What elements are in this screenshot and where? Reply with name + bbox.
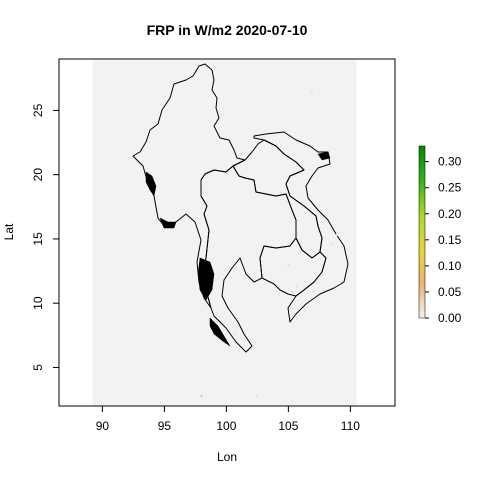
fire-point bbox=[312, 290, 315, 293]
fire-points bbox=[200, 91, 338, 397]
coastal-fills bbox=[145, 151, 331, 347]
colorbar: 0.00 0.05 0.10 0.15 0.20 0.25 0.30 bbox=[418, 145, 462, 325]
colorbar-tick-label: 0.15 bbox=[438, 233, 462, 247]
rakhine-coast-fill bbox=[145, 171, 157, 197]
y-tick-label: 10 bbox=[31, 296, 45, 310]
y-tick-label: 20 bbox=[31, 168, 45, 182]
x-axis-label: Lon bbox=[217, 450, 237, 464]
x-tick-label: 95 bbox=[158, 419, 172, 433]
tenasserim-islands-fill bbox=[209, 317, 231, 347]
fire-point bbox=[291, 290, 294, 293]
x-tick-label: 100 bbox=[216, 419, 236, 433]
colorbar-tick-label: 0.25 bbox=[438, 181, 462, 195]
y-tick-label: 5 bbox=[31, 364, 45, 371]
vietnam-north-coast-fill bbox=[317, 151, 331, 161]
colorbar-tick-label: 0.05 bbox=[438, 285, 462, 299]
colorbar-tick-label: 0.00 bbox=[438, 311, 462, 325]
colorbar-tick-label: 0.20 bbox=[438, 207, 462, 221]
chart-title: FRP in W/m2 2020-07-10 bbox=[147, 22, 308, 38]
fire-point bbox=[256, 394, 259, 397]
vietnam-border bbox=[253, 131, 349, 323]
y-axis: 5 10 15 20 25 bbox=[31, 103, 60, 371]
x-axis: 90 95 100 105 110 bbox=[96, 405, 360, 433]
raster-background bbox=[92, 60, 357, 406]
irrawaddy-delta-fill bbox=[159, 217, 177, 229]
x-tick-label: 105 bbox=[278, 419, 298, 433]
colorbar-tick-label: 0.30 bbox=[438, 155, 462, 169]
y-tick-label: 25 bbox=[31, 103, 45, 117]
fire-point bbox=[310, 91, 313, 94]
mergui-archipelago-fill bbox=[197, 257, 215, 301]
fire-point bbox=[200, 394, 203, 397]
fire-point bbox=[234, 333, 237, 336]
fire-point bbox=[296, 285, 299, 288]
colorbar-gradient bbox=[418, 145, 426, 319]
fire-point bbox=[330, 243, 333, 246]
x-tick-label: 90 bbox=[96, 419, 110, 433]
fire-point bbox=[287, 263, 290, 266]
x-tick-label: 110 bbox=[341, 419, 360, 433]
colorbar-tick-label: 0.10 bbox=[438, 259, 462, 273]
y-tick-label: 15 bbox=[31, 232, 45, 246]
y-axis-label: Lat bbox=[2, 223, 16, 240]
fire-point bbox=[335, 234, 338, 237]
